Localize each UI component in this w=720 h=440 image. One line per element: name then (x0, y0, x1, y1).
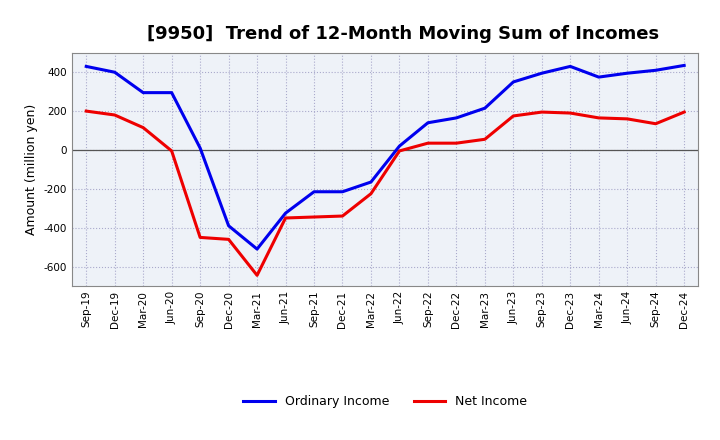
Net Income (395, 148, 404, 154)
Net Income (680, 110, 688, 115)
Net Income (537, 110, 546, 115)
Ordinary Income (82, 64, 91, 69)
Ordinary Income (480, 106, 489, 111)
Net Income (623, 116, 631, 121)
Net Income (196, 235, 204, 240)
Net Income (480, 137, 489, 142)
Net Income (82, 108, 91, 114)
Net Income (423, 140, 432, 146)
Legend: Ordinary Income, Net Income: Ordinary Income, Net Income (238, 390, 532, 413)
Net Income (282, 215, 290, 220)
Ordinary Income (680, 63, 688, 68)
Ordinary Income (395, 143, 404, 149)
Line: Ordinary Income: Ordinary Income (86, 66, 684, 249)
Net Income (225, 237, 233, 242)
Ordinary Income (652, 68, 660, 73)
Ordinary Income (167, 90, 176, 95)
Ordinary Income (338, 189, 347, 194)
Net Income (338, 213, 347, 219)
Net Income (595, 115, 603, 121)
Ordinary Income (225, 223, 233, 228)
Net Income (366, 191, 375, 196)
Net Income (566, 110, 575, 116)
Ordinary Income (566, 64, 575, 69)
Ordinary Income (452, 115, 461, 121)
Net Income (310, 214, 318, 220)
Ordinary Income (366, 180, 375, 185)
Net Income (167, 148, 176, 154)
Ordinary Income (423, 120, 432, 125)
Line: Net Income: Net Income (86, 111, 684, 275)
Net Income (452, 140, 461, 146)
Net Income (253, 273, 261, 278)
Ordinary Income (196, 145, 204, 150)
Net Income (110, 112, 119, 117)
Ordinary Income (509, 79, 518, 84)
Ordinary Income (595, 74, 603, 80)
Ordinary Income (110, 70, 119, 75)
Ordinary Income (253, 246, 261, 252)
Net Income (139, 125, 148, 130)
Net Income (652, 121, 660, 126)
Ordinary Income (537, 70, 546, 76)
Ordinary Income (623, 70, 631, 76)
Ordinary Income (282, 210, 290, 216)
Text: [9950]  Trend of 12-Month Moving Sum of Incomes: [9950] Trend of 12-Month Moving Sum of I… (147, 25, 660, 43)
Y-axis label: Amount (million yen): Amount (million yen) (25, 104, 38, 235)
Net Income (509, 114, 518, 119)
Ordinary Income (310, 189, 318, 194)
Ordinary Income (139, 90, 148, 95)
